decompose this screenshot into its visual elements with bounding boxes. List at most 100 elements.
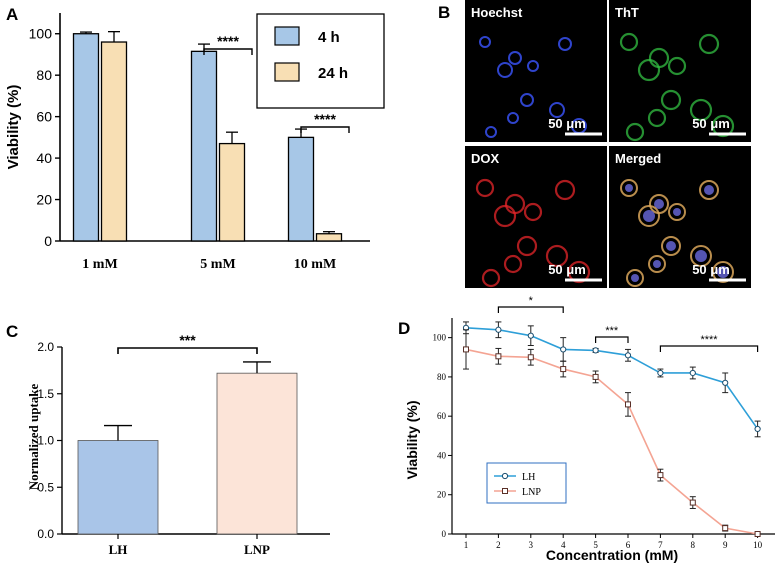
micrograph-cell [503, 254, 523, 274]
micrograph-nucleus [654, 199, 664, 209]
micrograph-cell [637, 58, 661, 82]
chart-d-series-line [465, 327, 759, 430]
micrograph-nucleus [631, 274, 639, 282]
chart-d-point [527, 332, 534, 339]
chart-a-ytick-label: 80 [36, 67, 52, 83]
chart-c: Normalized uptake 0.0 0.5 1.0 1.5 2.0 LH LNP **… [26, 332, 330, 557]
chart-d-xtick-label: 3 [529, 540, 534, 550]
chart-a-legend-swatch [274, 26, 300, 46]
chart-d-significance-label: * [529, 295, 534, 307]
micrograph-cell [690, 245, 712, 267]
micrograph-nucleus [717, 266, 729, 278]
chart-d-xtick-label: 7 [658, 540, 663, 550]
micrograph-panel: Hoechst 50 μm ThT 50 μm DOX 50 μm Merged 50 μm [465, 0, 751, 288]
micrograph-cell [520, 93, 534, 107]
micrograph-cell [699, 180, 719, 200]
chart-d-legend-marker [502, 488, 508, 494]
micrograph-cell [558, 37, 572, 51]
micrograph-label: Merged [615, 151, 661, 166]
chart-d-point [527, 354, 534, 361]
chart-a-legend-label: 4 h [318, 29, 340, 46]
chart-d-xtick-label: 2 [496, 540, 501, 550]
chart-d-point [722, 379, 729, 386]
micrograph-cell [545, 244, 569, 268]
chart-a: Viability (%) 0 20 40 60 80 100 1 mM 5 mM 10 mM *… [5, 13, 385, 272]
chart-d-significance-bracket [595, 336, 629, 343]
chart-d-point [495, 353, 502, 360]
micrograph-cell [508, 51, 522, 65]
micrograph-cell [619, 32, 639, 52]
chart-c-significance-label: *** [179, 332, 196, 348]
chart-d-xtick-label: 8 [691, 540, 696, 550]
chart-a-bar [190, 50, 218, 242]
chart-a-ytick-label: 0 [44, 233, 52, 249]
chart-c-ytick-label: 0.0 [37, 527, 54, 541]
chart-c-bar [77, 440, 159, 535]
chart-d-point [560, 346, 567, 353]
micrograph-cell [660, 89, 682, 111]
chart-d-ytick-label: 40 [437, 450, 447, 460]
micrograph-cell [567, 260, 591, 284]
micrograph-tile [609, 0, 751, 142]
micrograph-cell [479, 36, 491, 48]
chart-d-ytick-label: 0 [442, 529, 447, 539]
micrograph-label: DOX [471, 151, 500, 166]
chart-a-significance-bracket [203, 48, 253, 55]
chart-d-xtick-label: 9 [723, 540, 728, 550]
chart-d-ytick-label: 100 [433, 333, 447, 343]
chart-d-point [657, 369, 664, 377]
chart-d-significance-bracket [497, 306, 564, 313]
chart-d-point [722, 525, 729, 532]
chart-a-bar [315, 233, 343, 242]
chart-a-legend-swatch [274, 62, 300, 82]
panel-label-d: D [398, 319, 410, 338]
chart-d-ytick-label: 80 [437, 372, 447, 382]
micrograph-tile [465, 146, 607, 288]
micrograph-cell [667, 56, 687, 76]
chart-d-point [625, 401, 631, 408]
chart-d-xlabel: Concentration (mM) [546, 547, 678, 563]
chart-d: Viability (%) Concentration (mM) 0 20 40 60… [404, 295, 775, 563]
chart-a-ytick-label: 20 [36, 192, 52, 208]
micrograph-cell [523, 202, 543, 222]
micrograph-cell [648, 255, 666, 273]
micrograph-tile [609, 146, 751, 288]
chart-d-point [754, 425, 761, 433]
chart-d-point [624, 352, 632, 359]
chart-d-legend-marker [501, 472, 509, 480]
micrograph-cell [711, 114, 735, 138]
micrograph-label: Hoechst [471, 5, 523, 20]
chart-d-legend-label: LH [522, 472, 535, 483]
chart-d-significance-label: **** [700, 334, 718, 346]
micrograph-cell [516, 235, 538, 257]
chart-d-significance-label: *** [605, 325, 619, 337]
micrograph-cell [481, 268, 501, 288]
micrograph-nucleus [625, 184, 633, 192]
chart-c-ytick-label: 0.5 [37, 480, 54, 494]
micrograph-nucleus [695, 250, 707, 262]
micrograph-cell [626, 269, 644, 287]
chart-c-ytick-label: 1.5 [37, 387, 54, 401]
micrograph-cell [698, 33, 720, 55]
chart-a-legend-label: 24 h [318, 65, 348, 82]
chart-d-legend [486, 462, 567, 504]
micrograph-cell [668, 203, 686, 221]
chart-a-ytick-label: 60 [36, 109, 52, 125]
chart-a-xtick-label: 10 mM [294, 257, 336, 272]
chart-d-significance-bracket [659, 345, 759, 352]
micrograph-cell [647, 108, 667, 128]
chart-d-series-line [465, 348, 758, 535]
micrograph-cell [527, 60, 539, 72]
chart-d-point [495, 326, 502, 333]
micrograph-cell [554, 179, 576, 201]
chart-a-bar [100, 41, 128, 242]
chart-a-significance-label: **** [217, 33, 239, 49]
micrograph-nucleus [673, 208, 681, 216]
micrograph-cell [661, 236, 681, 256]
chart-d-ytick-label: 60 [437, 411, 447, 421]
micrograph-cell [620, 179, 638, 197]
micrograph-nucleus [666, 241, 676, 251]
micrograph-cell [493, 204, 517, 228]
chart-a-ytick-label: 100 [29, 26, 53, 42]
